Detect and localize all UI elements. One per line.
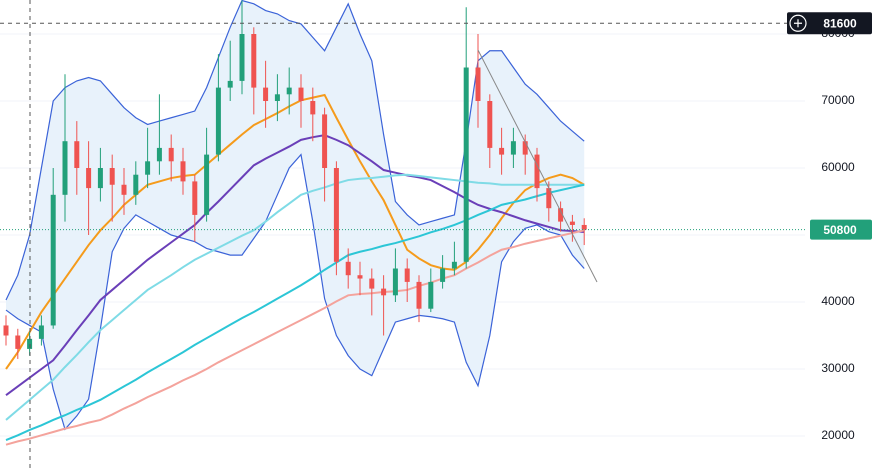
- candle-body: [3, 325, 9, 336]
- candle-body: [263, 87, 269, 102]
- candle-body: [168, 147, 174, 162]
- candle-body: [392, 268, 398, 296]
- y-tick-label: 70000: [821, 93, 855, 107]
- candle-body: [510, 141, 516, 155]
- candle-body: [227, 80, 233, 88]
- candle-body: [381, 288, 387, 296]
- candle-body: [298, 87, 304, 102]
- moving-average: [5, 93, 585, 370]
- candle-body: [62, 141, 68, 195]
- moving-average: [5, 134, 585, 396]
- candle-body: [558, 208, 564, 222]
- candle-body: [97, 168, 103, 189]
- candle-body: [15, 335, 21, 349]
- moving-average: [5, 183, 585, 441]
- band-lower: [5, 153, 585, 431]
- candle-body: [121, 184, 127, 195]
- candle-body: [156, 147, 162, 162]
- candle-body: [345, 261, 351, 276]
- moving-average: [5, 229, 585, 446]
- candle-body: [499, 147, 505, 155]
- candle-body: [145, 161, 151, 175]
- candle-body: [239, 34, 245, 81]
- candle-body: [440, 268, 446, 282]
- candle-body: [404, 268, 410, 282]
- candle-body: [487, 101, 493, 148]
- candle-body: [463, 67, 469, 262]
- candle-body: [534, 154, 540, 189]
- candle-body: [569, 221, 575, 225]
- price-badges: 81600 50800: [0, 12, 872, 240]
- crosshair-badge: [787, 12, 872, 35]
- candle-body: [428, 281, 434, 309]
- candle-body: [546, 188, 552, 209]
- candle-body: [133, 174, 139, 195]
- crosshair-price-label: 81600: [823, 16, 857, 30]
- candle-body: [416, 281, 422, 309]
- candle-body: [215, 87, 221, 155]
- moving-average: [5, 173, 585, 421]
- candle-body: [286, 87, 292, 95]
- band-fill: [6, 0, 585, 430]
- trend-line[interactable]: [477, 49, 598, 283]
- candle-body: [581, 224, 587, 230]
- candle-body: [333, 168, 339, 262]
- add-icon[interactable]: [794, 19, 802, 28]
- candle-body: [109, 168, 115, 185]
- candle-body: [475, 67, 481, 102]
- last-price-badge: [810, 219, 872, 240]
- candle-body: [27, 338, 33, 349]
- candle-body: [322, 114, 328, 169]
- y-tick-label: 60000: [821, 160, 855, 174]
- candle-body: [204, 154, 210, 215]
- y-tick-label: 40000: [821, 294, 855, 308]
- candle-body: [180, 161, 186, 182]
- candle-body: [50, 194, 56, 326]
- candle-body: [86, 168, 92, 189]
- candle-body: [451, 261, 457, 269]
- candle-body: [369, 278, 375, 289]
- plot-area: [3, 0, 587, 446]
- candle-body: [310, 101, 316, 115]
- y-tick-label: 20000: [821, 428, 855, 442]
- candle-body: [251, 34, 257, 88]
- candle-body: [192, 181, 198, 215]
- last-price-label: 50800: [823, 223, 857, 237]
- add-button[interactable]: [789, 14, 807, 32]
- candle-body: [357, 275, 363, 279]
- candle-body: [74, 141, 80, 169]
- band-upper: [5, 0, 585, 301]
- candle-body: [38, 325, 44, 339]
- candle-body: [274, 94, 280, 102]
- y-tick-label: 30000: [821, 361, 855, 375]
- candle-body: [522, 141, 528, 155]
